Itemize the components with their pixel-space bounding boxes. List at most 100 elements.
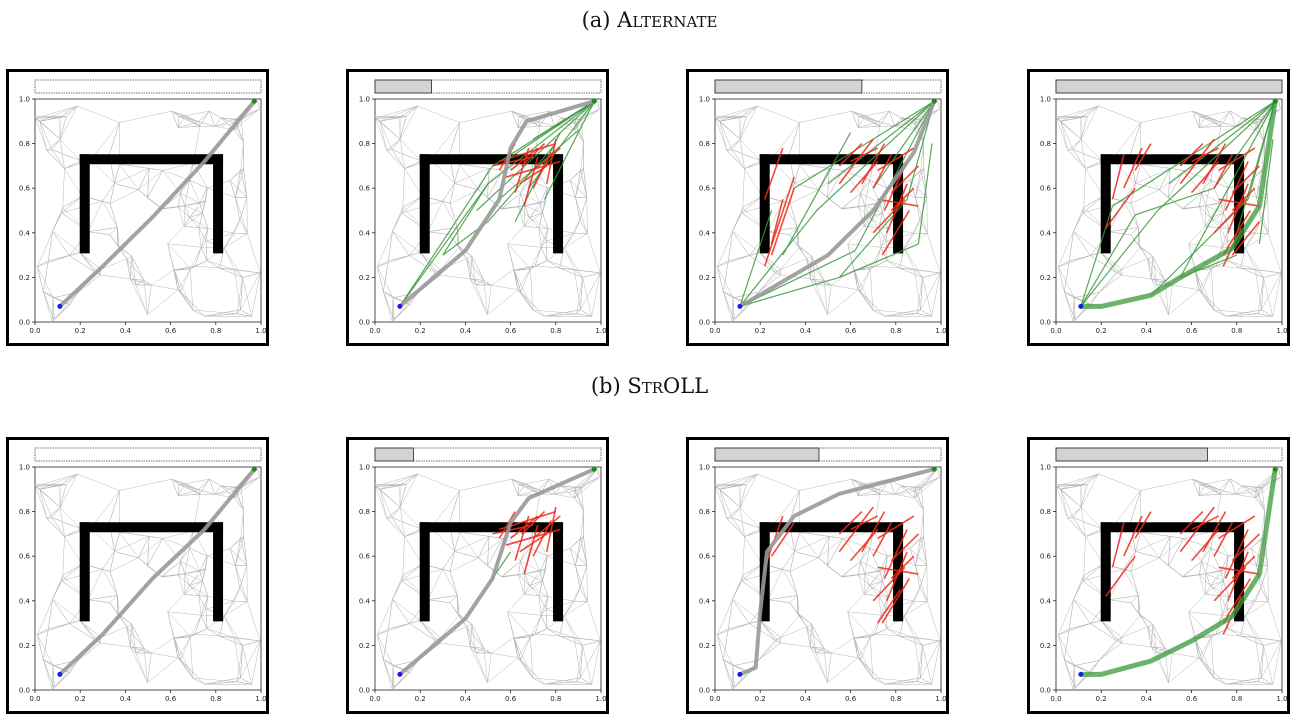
- graph-edge: [529, 200, 546, 218]
- graph-edge: [1152, 256, 1166, 281]
- invalid-edge: [523, 524, 539, 575]
- graph-edge: [399, 473, 418, 486]
- graph-edge: [147, 285, 152, 315]
- graph-edge: [119, 531, 150, 537]
- graph-edge: [1261, 272, 1282, 310]
- graph-edge: [904, 601, 928, 617]
- graph-edge: [177, 489, 199, 496]
- graph-edge: [428, 595, 458, 600]
- invalid-edge: [1222, 210, 1252, 256]
- graph-edge: [1099, 637, 1122, 661]
- graph-edge: [39, 121, 53, 150]
- graph-edge: [88, 231, 110, 235]
- graph-edge: [513, 637, 522, 660]
- graph-edge: [717, 231, 733, 267]
- graph-edge: [878, 595, 882, 616]
- graph-edge: [574, 269, 583, 278]
- caption-prefix: (b): [590, 374, 628, 398]
- graph-edge: [167, 611, 202, 616]
- graph-edge: [1168, 170, 1184, 198]
- graph-edge: [235, 168, 244, 198]
- graph-edge: [202, 580, 209, 597]
- graph-edge: [1216, 633, 1241, 637]
- graph-edge: [236, 681, 252, 685]
- graph-edge: [198, 121, 201, 127]
- graph-edge: [1135, 168, 1171, 184]
- graph-edge: [879, 571, 883, 581]
- graph-edge: [507, 611, 531, 638]
- x-tick-label: 0.8: [210, 695, 221, 703]
- graph-edge: [1121, 247, 1141, 270]
- invalid-edge: [523, 156, 539, 207]
- graph-edge: [857, 268, 871, 290]
- graph-edge: [180, 268, 191, 292]
- graph-edge: [129, 624, 133, 647]
- graph-edge: [719, 489, 728, 519]
- graph-edge: [1219, 227, 1223, 248]
- graph-edge: [1261, 309, 1273, 317]
- invalid-edge: [545, 506, 557, 552]
- y-tick-label: 0.0: [699, 687, 710, 695]
- graph-edge: [1074, 659, 1100, 667]
- plot-svg: 0.0 0.2 0.4 0.6 0.8 1.00.00.20.40.60.81.0: [1040, 79, 1287, 335]
- graph-edge: [392, 599, 421, 621]
- graph-edge: [723, 659, 733, 690]
- graph-edge: [379, 116, 400, 122]
- graph-edge: [102, 183, 115, 202]
- graph-edge: [466, 624, 472, 627]
- graph-edge: [811, 624, 825, 649]
- graph-edge: [863, 573, 866, 595]
- graph-edge: [1225, 309, 1262, 317]
- graph-edge: [915, 565, 928, 602]
- graph-edge: [780, 626, 807, 638]
- graph-edge: [1205, 573, 1211, 586]
- graph-edge: [78, 274, 101, 293]
- invalid-edge: [881, 210, 911, 256]
- graph-edge: [741, 563, 763, 582]
- graph-edge: [789, 227, 798, 235]
- graph-edge: [375, 116, 400, 119]
- graph-edge: [524, 573, 543, 582]
- graph-edge: [240, 509, 244, 539]
- x-tick-label: 0.0: [709, 695, 720, 703]
- graph-edge: [53, 660, 79, 689]
- graph-edge: [538, 595, 542, 616]
- graph-edge: [1205, 594, 1220, 596]
- y-tick-label: 0.8: [699, 508, 710, 516]
- graph-edge: [914, 269, 923, 278]
- graph-edge: [409, 255, 436, 273]
- graph-edge: [1067, 517, 1074, 519]
- graph-edge: [383, 659, 395, 688]
- graph-edge: [1210, 571, 1222, 586]
- graph-edge: [180, 636, 191, 660]
- invalid-edge: [770, 187, 795, 256]
- graph-edge: [198, 595, 202, 616]
- graph-edge: [214, 117, 222, 127]
- graph-edge: [39, 489, 53, 518]
- invalid-edge: [1190, 160, 1220, 194]
- graph-edge: [563, 247, 583, 278]
- graph-edge: [794, 532, 800, 552]
- graph-edge: [1090, 623, 1117, 641]
- graph-edge: [507, 226, 525, 244]
- graph-edge: [202, 555, 208, 581]
- graph-edge: [545, 228, 549, 242]
- graph-edge: [544, 313, 577, 317]
- graph-edge: [858, 574, 865, 595]
- graph-edge: [1151, 646, 1169, 683]
- start-point: [397, 303, 403, 309]
- graph-edge: [909, 169, 921, 181]
- graph-edge: [374, 484, 380, 490]
- plot-panel: 0.0 0.2 0.4 0.6 0.8 1.0 0.0 0.2 0.4 0.6 0.8 1.0: [346, 437, 609, 714]
- graph-edge: [513, 268, 531, 271]
- graph-edge: [1199, 484, 1220, 490]
- graph-edge: [717, 623, 750, 635]
- graph-edge: [88, 599, 110, 603]
- graph-edge: [240, 141, 244, 171]
- graph-edge: [524, 202, 540, 206]
- invalid-edge: [521, 511, 546, 535]
- graph-edge: [48, 231, 53, 262]
- roadmap-graph: [34, 468, 261, 690]
- graph-edge: [167, 243, 202, 248]
- graph-edge: [534, 615, 542, 635]
